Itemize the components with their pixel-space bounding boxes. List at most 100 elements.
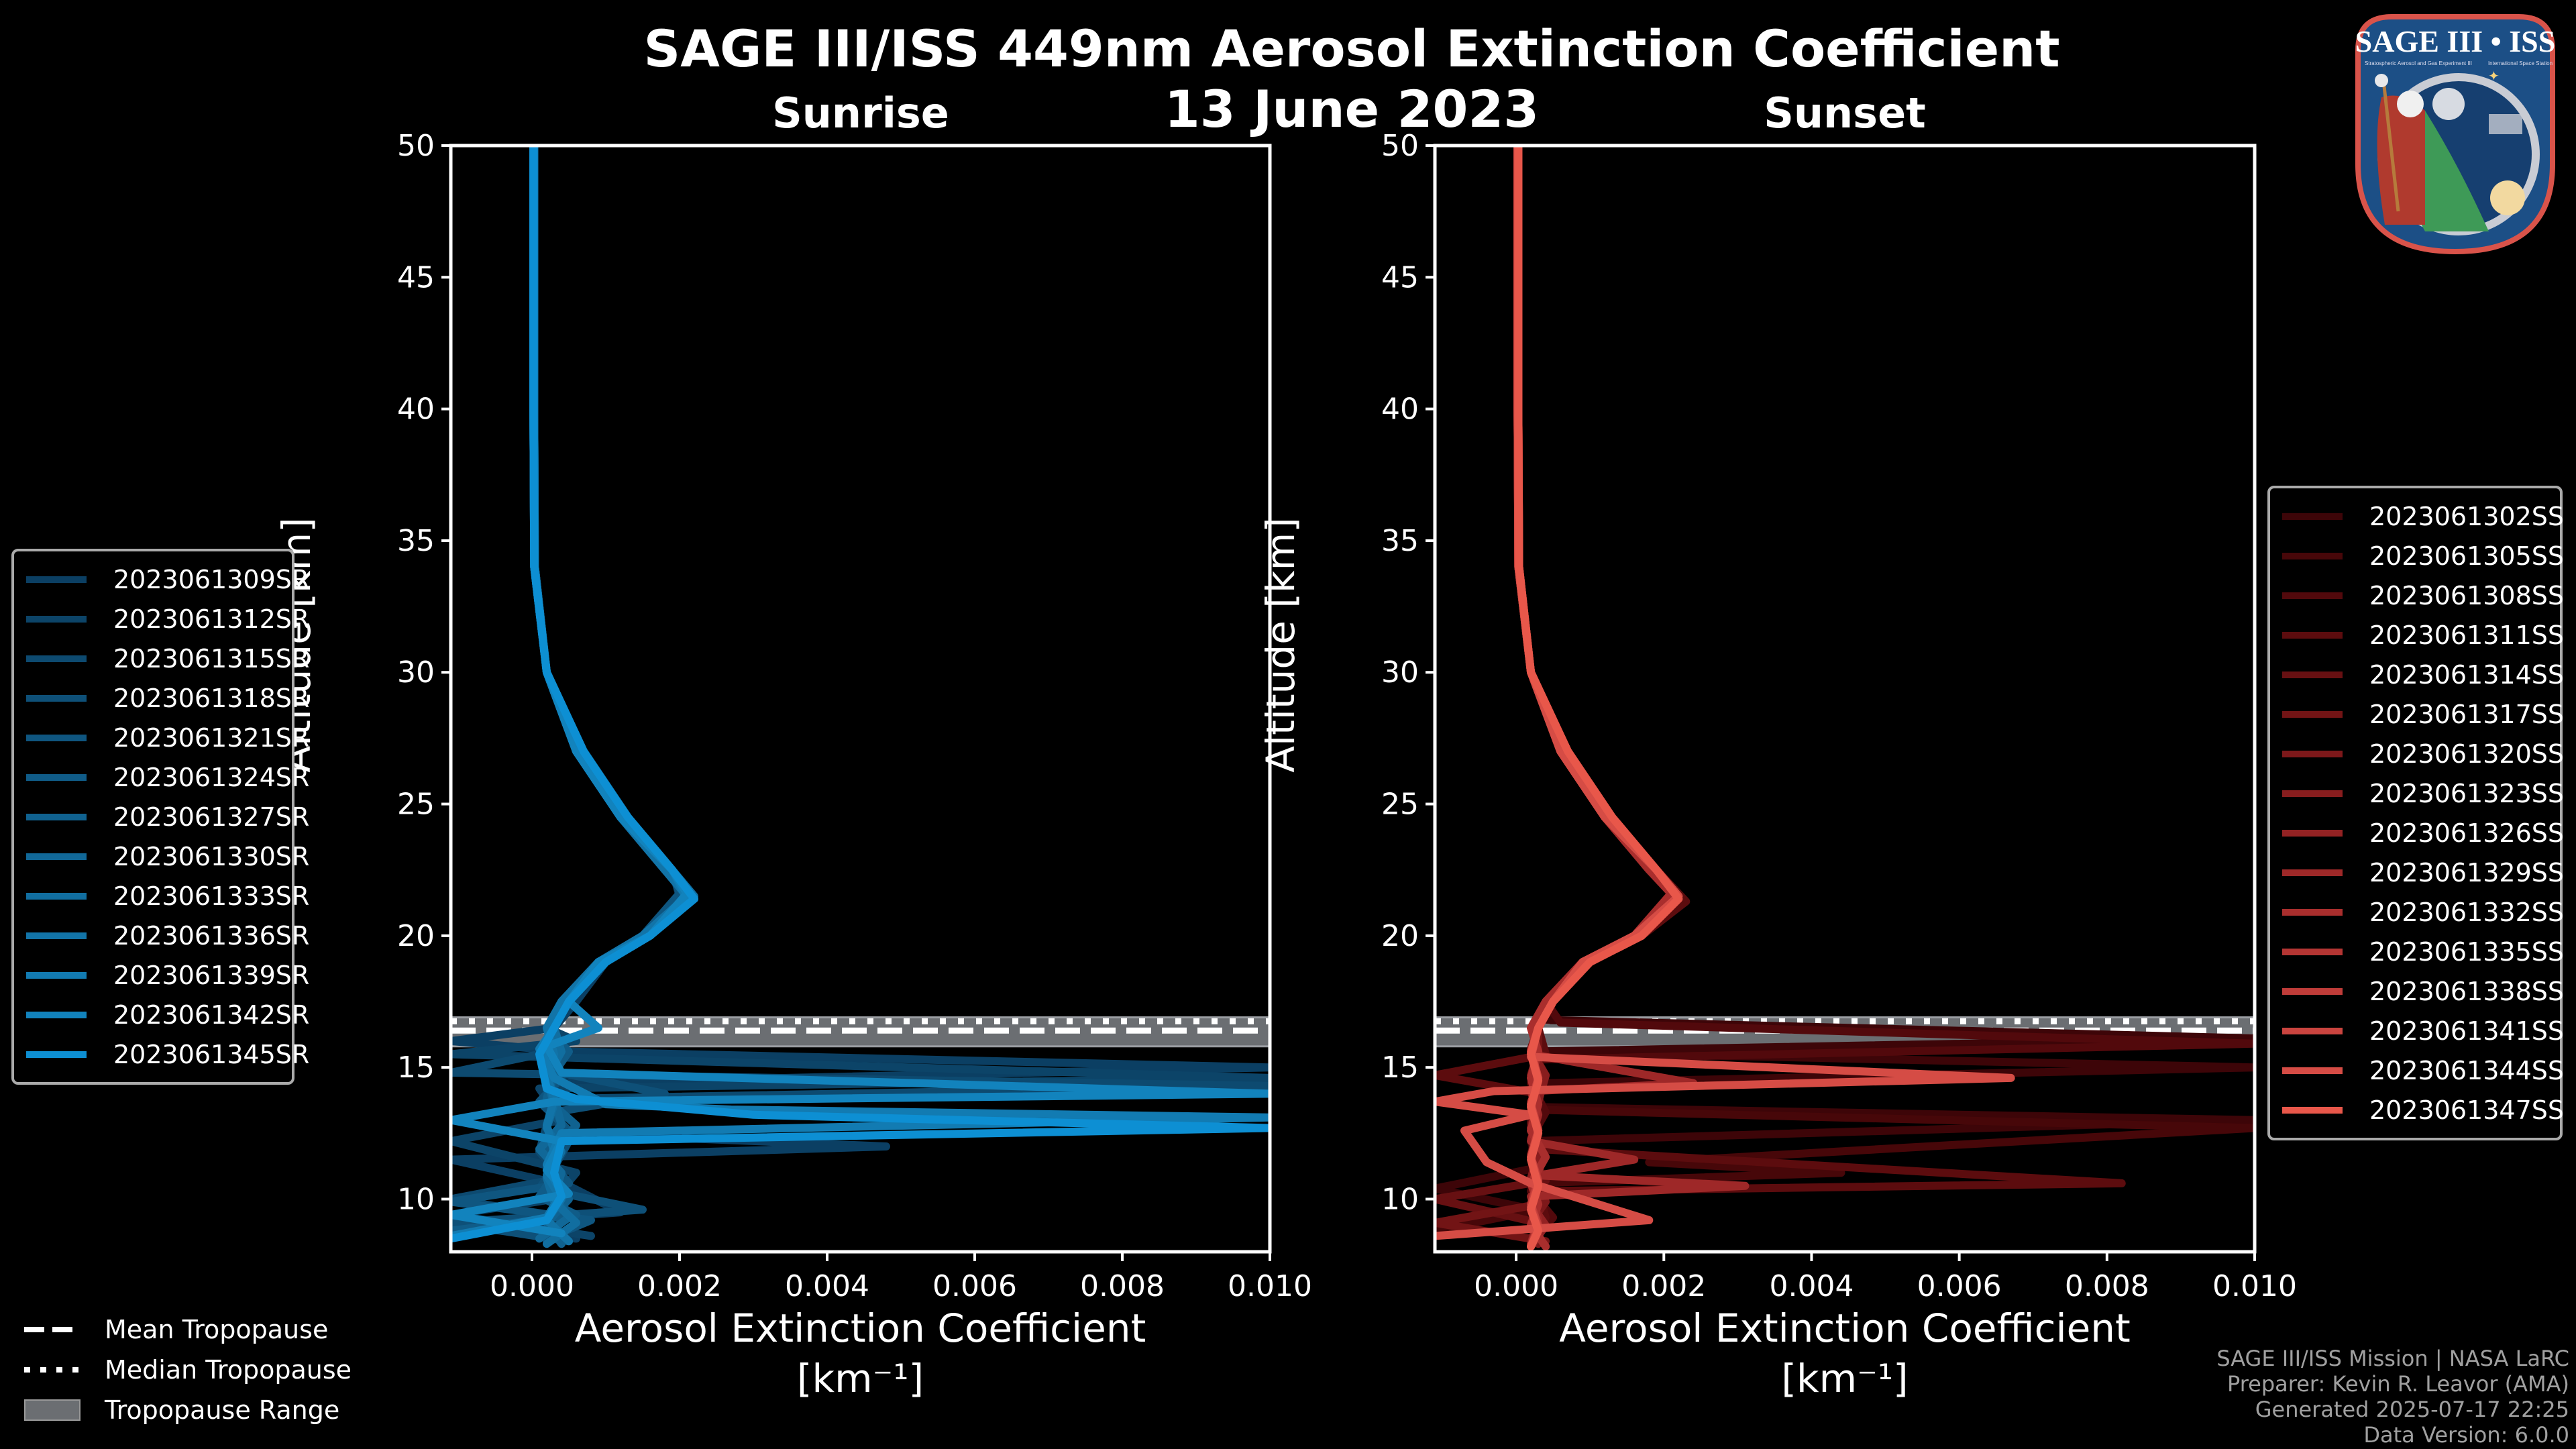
logo-subtitle-right: International Space Station [2488, 60, 2553, 66]
y-tick-label: 40 [1381, 392, 1419, 427]
plot-area [451, 146, 1270, 1248]
legend-item-tropopause-range: Tropopause Range [24, 1390, 352, 1430]
legend-label: 2023061321SR [113, 722, 310, 753]
legend-label: 2023061347SS [2369, 1095, 2565, 1125]
legend-label: 2023061324SR [113, 762, 310, 792]
legend-line-swatch [26, 932, 87, 939]
legend-line-swatch [2282, 948, 2343, 955]
y-tick-label: 35 [397, 524, 435, 558]
x-tick-label: 0.008 [1080, 1269, 1165, 1303]
y-tick-label: 30 [1381, 655, 1419, 690]
legend-label: 2023061315SR [113, 643, 310, 674]
legend-item-median-tropopause: Median Tropopause [24, 1350, 352, 1390]
legend-line-swatch [26, 892, 87, 900]
legend-label: 2023061345SR [113, 1039, 310, 1069]
sunrise-plot: 10 15 20 25 30 35 40 45 50 0.000 0.002 0.004 0.006 0.… [274, 129, 1312, 1401]
legend-label: 2023061302SS [2369, 501, 2565, 531]
legend-line-swatch [2282, 513, 2343, 520]
y-tick-label: 10 [1381, 1182, 1419, 1216]
y-tick-label: 45 [1381, 260, 1419, 294]
legend-label: 2023061327SR [113, 802, 310, 832]
x-tick-label: 0.000 [1474, 1269, 1558, 1303]
legend-label: 2023061341SS [2369, 1016, 2565, 1046]
legend-label: 2023061338SS [2369, 976, 2565, 1006]
dotted-line-swatch [24, 1363, 80, 1377]
sunrise-panel-title: Sunrise [772, 89, 949, 138]
x-tick-label: 0.004 [1769, 1269, 1854, 1303]
legend-line-swatch [2282, 1067, 2343, 1074]
legend-item: 2023061345SR [26, 1034, 309, 1074]
x-tick-label: 0.000 [490, 1269, 574, 1303]
legend-line-swatch [2282, 829, 2343, 837]
legend-item: 2023061309SR [26, 559, 309, 599]
legend-line-swatch [2282, 631, 2343, 639]
legend-line-swatch [26, 813, 87, 820]
legend-line-swatch [2282, 552, 2343, 559]
chart-main-title: SAGE III/ISS 449nm Aerosol Extinction Co… [643, 19, 2060, 78]
axes-frame [1433, 144, 2257, 1254]
y-tick-label: 30 [397, 655, 435, 690]
x-axis-label: Aerosol Extinction Coefficient [1559, 1305, 2131, 1351]
tropopause-legend: Mean Tropopause Median Tropopause Tropop… [24, 1309, 352, 1430]
legend-label: 2023061333SR [113, 881, 310, 911]
sunset-legend: 2023061302SS 2023061305SS 2023061308SS 2023… [2267, 486, 2565, 1140]
legend-item: 2023061324SR [26, 757, 309, 797]
x-tick-label: 0.008 [2065, 1269, 2149, 1303]
y-tick-label: 35 [1381, 524, 1419, 558]
profile-line-2023061347SS [1514, 146, 1683, 1251]
legend-label: 2023061329SS [2369, 857, 2565, 888]
credits-data-version: Data Version: 6.0.0 [2363, 1422, 2569, 1448]
logo-title: SAGE III • ISS [2355, 24, 2556, 58]
credits-generated: Generated 2025-07-17 22:25 [2255, 1397, 2569, 1422]
sage-iii-iss-mission-logo: SAGE III • ISS Stratospheric Aerosol and… [2355, 14, 2556, 255]
axes-frame [449, 144, 1272, 1254]
legend-item: 2023061311SS [2282, 615, 2564, 655]
legend-line-swatch [2282, 908, 2343, 916]
legend-label: 2023061317SS [2369, 699, 2565, 729]
y-tick-label: 45 [397, 260, 435, 294]
legend-label: Mean Tropopause [105, 1315, 329, 1344]
y-tick-label: 50 [397, 129, 435, 163]
legend-label: 2023061314SS [2369, 659, 2565, 690]
legend-item: 2023061329SS [2282, 853, 2564, 892]
legend-label: 2023061312SR [113, 604, 310, 634]
legend-line-swatch [2282, 1106, 2343, 1114]
legend-label: 2023061320SS [2369, 739, 2565, 769]
legend-item: 2023061318SR [26, 678, 309, 718]
credits-mission: SAGE III/ISS Mission | NASA LaRC [2216, 1346, 2569, 1371]
legend-item: 2023061302SS [2282, 496, 2564, 536]
legend-label: 2023061342SR [113, 1000, 310, 1030]
y-tick-label: 15 [397, 1051, 435, 1085]
sunset-panel-title: Sunset [1764, 89, 1926, 138]
y-axis-label: Altitude [km] [1258, 517, 1303, 772]
legend-label: 2023061323SS [2369, 778, 2565, 808]
y-tick-label: 25 [397, 788, 435, 822]
legend-item: 2023061314SS [2282, 655, 2564, 694]
x-tick-label: 0.004 [785, 1269, 869, 1303]
legend-item: 2023061317SS [2282, 694, 2564, 734]
legend-line-swatch [2282, 750, 2343, 757]
y-tick-label: 25 [1381, 788, 1419, 822]
legend-item: 2023061308SS [2282, 576, 2564, 615]
x-axis-units: [km⁻¹] [797, 1356, 924, 1401]
x-tick-label: 0.006 [932, 1269, 1017, 1303]
legend-line-swatch [2282, 987, 2343, 995]
legend-line-swatch [26, 694, 87, 702]
legend-item: 2023061342SR [26, 995, 309, 1034]
legend-line-swatch [2282, 671, 2343, 678]
logo-subtitle-left: Stratospheric Aerosol and Gas Experiment… [2365, 60, 2472, 66]
y-tick-label: 10 [397, 1182, 435, 1216]
legend-item: 2023061333SR [26, 876, 309, 916]
legend-item: 2023061320SS [2282, 734, 2564, 773]
y-tick-label: 20 [397, 919, 435, 953]
legend-item: 2023061338SS [2282, 971, 2564, 1011]
y-tick-label: 15 [1381, 1051, 1419, 1085]
legend-label: 2023061318SR [113, 683, 310, 713]
sunrise-legend: 2023061309SR 2023061312SR 2023061315SR 2023… [11, 549, 309, 1085]
legend-item: 2023061347SS [2282, 1090, 2564, 1130]
legend-item: 2023061305SS [2282, 536, 2564, 576]
legend-line-swatch [2282, 710, 2343, 718]
legend-label: 2023061305SS [2369, 541, 2565, 571]
legend-item: 2023061341SS [2282, 1011, 2564, 1051]
